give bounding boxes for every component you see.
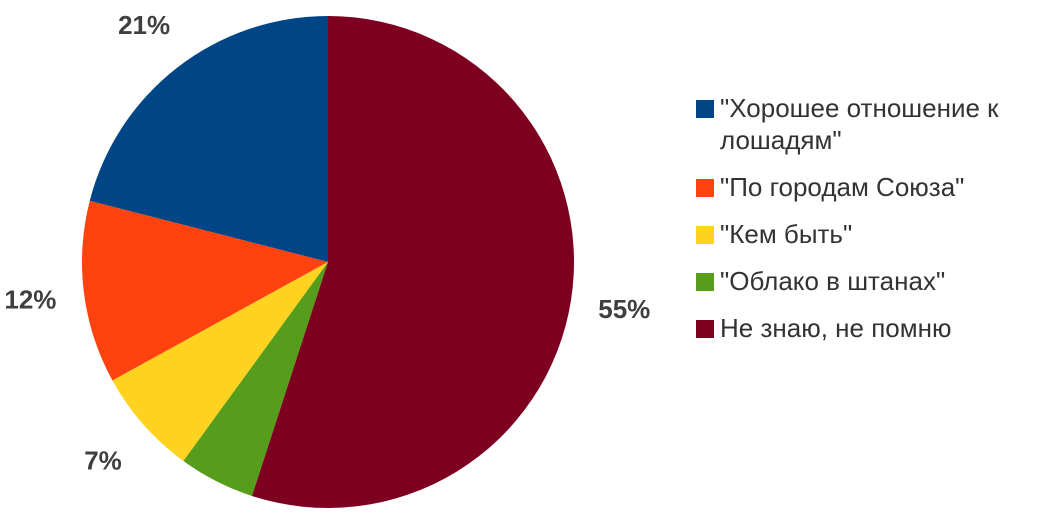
legend-label: "Кем быть" <box>720 219 853 249</box>
legend-swatch <box>696 179 714 197</box>
legend-swatch <box>696 273 714 291</box>
chart-legend: "Хорошее отношение к лошадям" "По города… <box>696 92 1036 359</box>
pie-slice-3 <box>112 262 329 462</box>
pie-percent-label: 55% <box>598 294 650 324</box>
legend-label: "По городам Союза" <box>720 172 965 202</box>
legend-swatch <box>696 226 714 244</box>
legend-label: "Хорошее отношение к лошадям" <box>720 93 999 155</box>
legend-label: Не знаю, не помню <box>720 313 952 343</box>
pie-percent-labels: 21% 12% 7% 5% 55% <box>4 10 650 520</box>
legend-item-1: "Хорошее отношение к лошадям" <box>696 92 1036 156</box>
legend-label: "Облако в штанах" <box>720 266 946 296</box>
pie-slice-1 <box>89 16 328 262</box>
legend-item-4: "Облако в штанах" <box>696 265 1036 297</box>
pie-percent-label: 5% <box>173 514 211 520</box>
pie-percent-label: 12% <box>4 285 56 315</box>
legend-item-5: Не знаю, не помню <box>696 312 1036 344</box>
legend-item-3: "Кем быть" <box>696 218 1036 250</box>
pie-percent-label: 7% <box>84 445 122 475</box>
pie-slice-2 <box>82 200 328 381</box>
legend-swatch <box>696 100 714 118</box>
legend-item-2: "По городам Союза" <box>696 171 1036 203</box>
pie-slice-5 <box>251 16 574 508</box>
pie-slice-4 <box>183 262 328 496</box>
legend-swatch <box>696 320 714 338</box>
pie-slices <box>82 16 574 508</box>
pie-percent-label: 21% <box>118 10 170 40</box>
